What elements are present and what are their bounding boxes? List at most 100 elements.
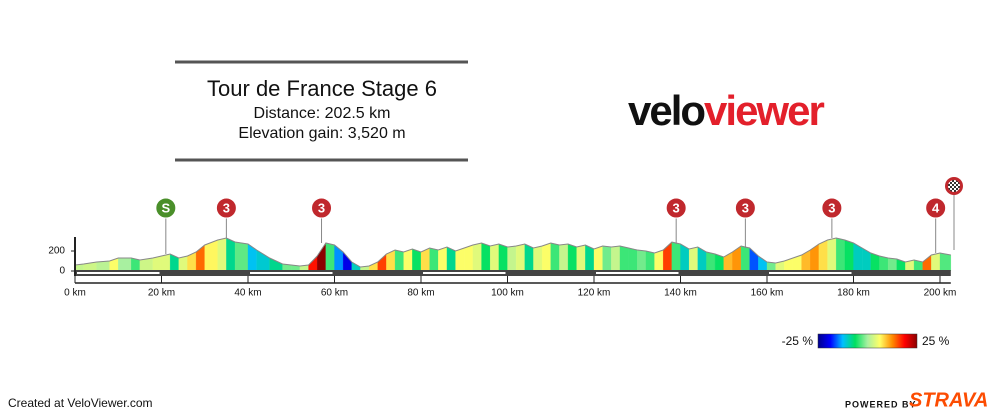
profile-segment	[394, 249, 404, 272]
profile-segment	[887, 257, 897, 272]
x-tick-label: 140 km	[664, 288, 697, 299]
profile-segment	[516, 243, 525, 272]
profile-segment	[317, 242, 327, 272]
profile-segment	[217, 237, 227, 272]
profile-segment	[844, 239, 854, 272]
logo-viewer: viewer	[704, 87, 824, 134]
profile-segment	[234, 241, 249, 272]
x-tick-label: 180 km	[837, 288, 870, 299]
profile-segment	[654, 249, 664, 272]
profile-segment	[226, 237, 236, 272]
distance-strip	[75, 270, 951, 276]
profile-segment	[637, 249, 647, 272]
x-tick-label: 60 km	[321, 288, 348, 299]
profile-segment	[576, 244, 586, 272]
profile-segment	[429, 247, 439, 272]
profile-segment	[697, 246, 707, 272]
profile-segment	[810, 243, 820, 272]
climb-label: S	[161, 200, 170, 215]
profile-segment	[732, 245, 742, 272]
profile-segment	[325, 242, 335, 272]
y-tick-label: 200	[48, 246, 65, 257]
x-tick-label: 20 km	[148, 288, 175, 299]
profile-segment	[706, 251, 716, 272]
x-tick-label: 80 km	[407, 288, 434, 299]
climb-marker	[734, 197, 756, 219]
profile-segment	[247, 243, 257, 272]
profile-segment	[118, 257, 132, 272]
climb-label: 3	[223, 200, 230, 215]
profile-segment	[464, 244, 474, 272]
profile-segment	[96, 260, 110, 272]
credit: Created at VeloViewer.com	[8, 396, 153, 410]
x-tick-label: 40 km	[234, 288, 261, 299]
profile-segment	[152, 255, 162, 272]
profile-segment	[818, 239, 828, 272]
profile-segment	[481, 242, 491, 272]
profile-segment	[161, 253, 171, 272]
colorbar-min: -25 %	[782, 334, 814, 348]
profile-segment	[541, 242, 551, 272]
profile-segment	[368, 261, 378, 272]
profile-segment	[403, 248, 413, 272]
profile-segment	[827, 237, 837, 272]
profile-segment	[593, 245, 603, 272]
x-tick-label: 200 km	[924, 288, 957, 299]
profile-segment	[524, 243, 534, 272]
profile-segment	[628, 247, 638, 272]
climb-marker	[665, 197, 687, 219]
profile-segment	[836, 237, 845, 272]
climb-marker	[925, 197, 947, 219]
climb-marker	[155, 197, 177, 219]
profile-segment	[611, 245, 621, 272]
climb-marker	[215, 197, 237, 219]
title: Tour de France Stage 6	[207, 76, 437, 101]
profile-segment	[412, 248, 422, 272]
x-tick-label: 120 km	[578, 288, 611, 299]
profile-segment	[740, 245, 750, 272]
profile-segment	[689, 246, 698, 272]
profile-segment	[490, 243, 500, 272]
profile-segment	[922, 254, 932, 272]
colorbar	[817, 333, 918, 349]
profile-segment	[269, 257, 283, 272]
climb-label: 3	[742, 200, 749, 215]
elevation-gain: Elevation gain: 3,520 m	[238, 125, 405, 142]
profile-segment	[758, 255, 768, 272]
climb-label: 3	[318, 200, 325, 215]
climb-label: 3	[673, 200, 680, 215]
profile-segment	[550, 242, 560, 272]
profile-segment	[602, 245, 612, 272]
profile-segment	[619, 245, 629, 272]
distance: Distance: 202.5 km	[254, 105, 391, 122]
finish-flag-checker	[948, 180, 960, 192]
profile-segment	[455, 247, 465, 272]
profile-segment	[939, 252, 951, 272]
profile-segment	[438, 246, 448, 272]
profile-segment	[645, 250, 655, 272]
x-tick-label: 0 km	[64, 288, 86, 299]
climb-marker	[821, 197, 843, 219]
profile-segment	[472, 242, 482, 272]
profile-segment	[559, 243, 569, 272]
profile-segment	[342, 251, 352, 272]
colorbar-max: 25 %	[922, 334, 950, 348]
profile-segment	[879, 255, 889, 272]
climb-marker	[311, 197, 333, 219]
climb-label: 4	[932, 200, 940, 215]
profile-segment	[862, 247, 871, 272]
profile-outline	[74, 237, 951, 268]
logo-velo: velo	[628, 87, 705, 134]
profile-segment	[377, 253, 387, 272]
y-tick-label: 0	[59, 266, 65, 277]
profile-segment	[178, 255, 188, 272]
strava: STRAVA	[909, 389, 988, 411]
profile-segment	[931, 252, 941, 272]
profile-segment	[533, 245, 543, 272]
powered-by: POWERED BY	[845, 399, 917, 409]
profile-segment	[498, 243, 508, 272]
x-tick-label: 160 km	[751, 288, 784, 299]
climb-label: 3	[828, 200, 835, 215]
